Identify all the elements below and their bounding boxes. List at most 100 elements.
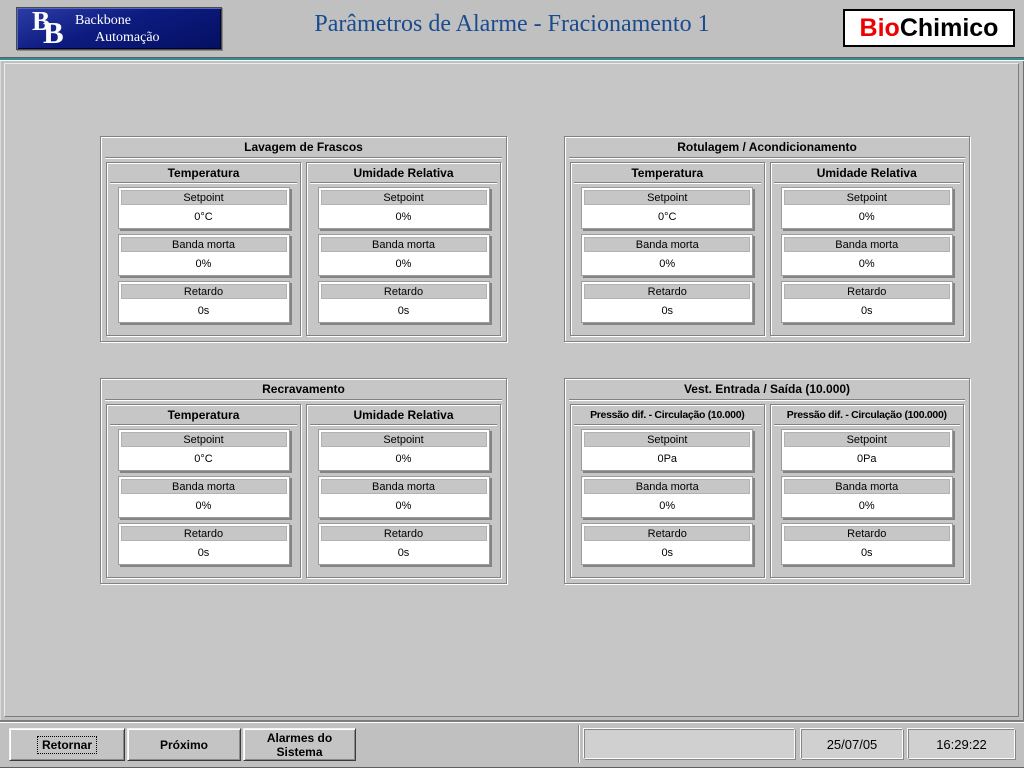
- bb-monogram-icon: B B: [32, 5, 64, 50]
- brand-chimico: Chimico: [899, 13, 999, 42]
- proximo-button[interactable]: Próximo: [127, 728, 241, 761]
- field-value[interactable]: 0%: [395, 211, 412, 223]
- field-setpoint: Setpoint 0%: [317, 187, 490, 229]
- field-value[interactable]: 0°C: [194, 211, 213, 223]
- field-setpoint: Setpoint 0°C: [117, 429, 290, 471]
- field-retardo: Retardo 0s: [780, 523, 953, 565]
- field-label: Banda morta: [584, 479, 751, 494]
- group-umidade-relativa: Umidade Relativa Setpoint 0% Banda morta…: [306, 404, 501, 578]
- main-content: Lavagem de Frascos Temperatura Setpoint …: [4, 63, 1019, 717]
- group-title: Temperatura: [631, 166, 704, 180]
- field-label: Banda morta: [320, 479, 487, 494]
- alarmes-button-label: Alarmes do Sistema: [266, 730, 333, 759]
- retornar-button[interactable]: Retornar: [9, 728, 125, 761]
- field-value[interactable]: 0%: [195, 500, 212, 512]
- field-value[interactable]: 0s: [860, 305, 873, 317]
- field-banda-morta: Banda morta 0%: [117, 234, 290, 276]
- group-title: Pressão dif. - Circulação (10.000): [590, 409, 745, 421]
- field-label: Retardo: [783, 284, 950, 299]
- brand-bio: Bio: [859, 13, 900, 42]
- field-label: Retardo: [120, 526, 287, 541]
- field-value[interactable]: 0%: [858, 211, 875, 223]
- field-label: Retardo: [320, 526, 487, 541]
- panel-rotulagem-acondicionamento: Rotulagem / Acondicionamento Temperatura…: [564, 136, 970, 342]
- group-temperatura: Temperatura Setpoint 0°C Banda morta 0% …: [570, 162, 765, 336]
- field-value[interactable]: 0s: [197, 547, 210, 559]
- field-label: Banda morta: [783, 237, 950, 252]
- field-value[interactable]: 0Pa: [856, 453, 877, 465]
- field-value[interactable]: 0°C: [658, 211, 677, 223]
- field-setpoint: Setpoint 0°C: [581, 187, 754, 229]
- group-pressao-dif-100000: Pressão dif. - Circulação (100.000) Setp…: [769, 404, 964, 578]
- field-setpoint: Setpoint 0%: [780, 187, 953, 229]
- status-field: [584, 729, 795, 759]
- proximo-button-label: Próximo: [159, 737, 208, 752]
- field-label: Banda morta: [320, 237, 487, 252]
- backbone-logo: B B Backbone Automação: [16, 5, 222, 50]
- field-label: Setpoint: [584, 432, 751, 447]
- group-umidade-relativa: Umidade Relativa Setpoint 0% Banda morta…: [306, 162, 501, 336]
- field-value[interactable]: 0%: [395, 453, 412, 465]
- date-display: 25/07/05: [801, 729, 903, 759]
- field-banda-morta: Banda morta 0%: [317, 476, 490, 518]
- panel-title-rule: [105, 157, 502, 158]
- panel-title-rule: [569, 399, 965, 400]
- page-title: Parâmetros de Alarme - Fracionamento 1: [314, 11, 710, 37]
- field-retardo: Retardo 0s: [581, 523, 754, 565]
- field-retardo: Retardo 0s: [780, 281, 953, 323]
- field-retardo: Retardo 0s: [317, 523, 490, 565]
- field-retardo: Retardo 0s: [117, 523, 290, 565]
- header-divider: [0, 57, 1024, 61]
- field-label: Banda morta: [783, 479, 950, 494]
- panel-title-rule: [105, 399, 502, 400]
- footer-separator: [578, 725, 579, 763]
- field-value[interactable]: 0%: [395, 258, 412, 270]
- field-value[interactable]: 0Pa: [657, 453, 678, 465]
- field-value[interactable]: 0s: [661, 547, 674, 559]
- field-value[interactable]: 0%: [858, 500, 875, 512]
- panel-recravamento: Recravamento Temperatura Setpoint 0°C Ba…: [100, 378, 507, 584]
- field-label: Setpoint: [120, 432, 287, 447]
- field-label: Setpoint: [320, 432, 487, 447]
- field-label: Setpoint: [320, 190, 487, 205]
- field-banda-morta: Banda morta 0%: [117, 476, 290, 518]
- field-label: Retardo: [120, 284, 287, 299]
- field-value[interactable]: 0%: [659, 258, 676, 270]
- header-bar: B B Backbone Automação Parâmetros de Ala…: [0, 0, 1024, 57]
- field-banda-morta: Banda morta 0%: [780, 476, 953, 518]
- logo-line1: Backbone: [75, 12, 131, 28]
- field-label: Setpoint: [783, 432, 950, 447]
- field-value[interactable]: 0s: [197, 305, 210, 317]
- group-title: Umidade Relativa: [353, 408, 454, 422]
- group-umidade-relativa: Umidade Relativa Setpoint 0% Banda morta…: [769, 162, 964, 336]
- field-label: Setpoint: [584, 190, 751, 205]
- panel-title: Recravamento: [262, 382, 345, 396]
- field-label: Setpoint: [120, 190, 287, 205]
- field-retardo: Retardo 0s: [317, 281, 490, 323]
- field-setpoint: Setpoint 0%: [317, 429, 490, 471]
- field-value[interactable]: 0%: [659, 500, 676, 512]
- group-title: Umidade Relativa: [353, 166, 454, 180]
- field-retardo: Retardo 0s: [581, 281, 754, 323]
- field-banda-morta: Banda morta 0%: [581, 234, 754, 276]
- field-setpoint: Setpoint 0Pa: [581, 429, 754, 471]
- field-value[interactable]: 0%: [395, 500, 412, 512]
- panel-title-rule: [569, 157, 965, 158]
- field-label: Setpoint: [783, 190, 950, 205]
- group-title: Temperatura: [167, 166, 240, 180]
- group-temperatura: Temperatura Setpoint 0°C Banda morta 0% …: [106, 404, 301, 578]
- field-value[interactable]: 0s: [397, 547, 410, 559]
- field-value[interactable]: 0s: [860, 547, 873, 559]
- biochimico-logo: Bio Chimico: [843, 9, 1015, 47]
- field-value[interactable]: 0s: [661, 305, 674, 317]
- field-value[interactable]: 0%: [858, 258, 875, 270]
- alarmes-do-sistema-button[interactable]: Alarmes do Sistema: [243, 728, 356, 761]
- field-label: Retardo: [584, 284, 751, 299]
- footer-bar: Retornar Próximo Alarmes do Sistema 25/0…: [0, 722, 1024, 764]
- field-value[interactable]: 0%: [195, 258, 212, 270]
- field-banda-morta: Banda morta 0%: [317, 234, 490, 276]
- field-value[interactable]: 0°C: [194, 453, 213, 465]
- field-value[interactable]: 0s: [397, 305, 410, 317]
- panel-lavagem-de-frascos: Lavagem de Frascos Temperatura Setpoint …: [100, 136, 507, 342]
